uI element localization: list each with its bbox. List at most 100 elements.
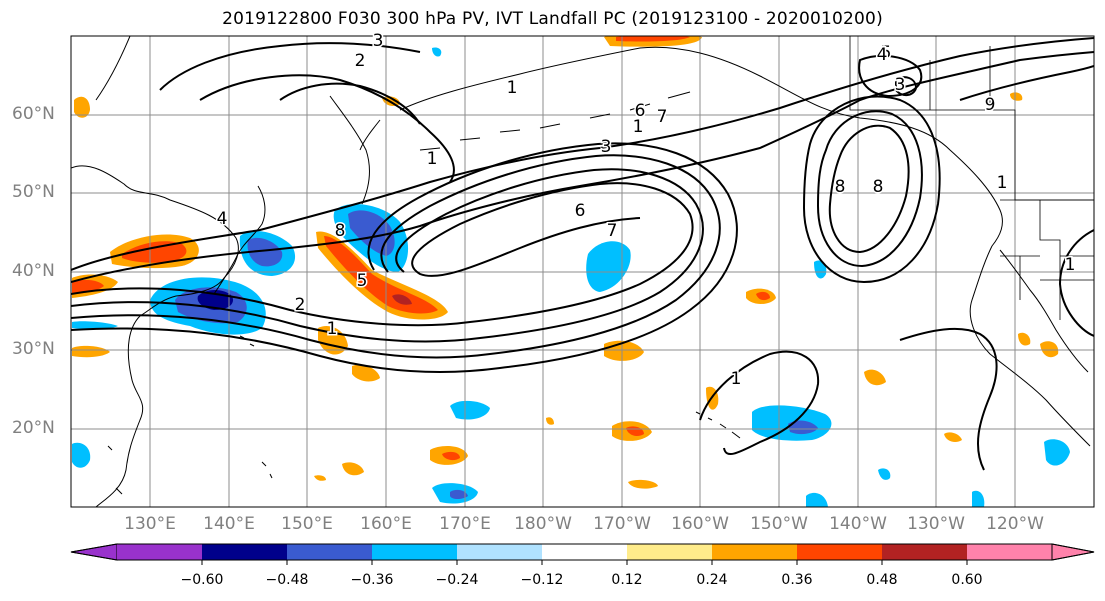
positive-anomaly-region [546, 417, 554, 425]
negative-anomaly-region [814, 260, 827, 279]
positive-anomaly-region [72, 345, 110, 358]
contour-label: 6 [635, 101, 646, 121]
pv-contour [71, 142, 738, 373]
negative-anomaly-region [586, 241, 631, 292]
negative-anomaly-region [72, 321, 118, 330]
negative-anomaly-region [806, 492, 828, 507]
lon-label: 150°W [750, 514, 808, 534]
contour-label: 7 [607, 221, 618, 241]
colorbar-tick-label: −0.60 [180, 572, 224, 588]
colorbar-tick-label: 0.36 [781, 572, 813, 588]
colorbar-tick-label: −0.24 [435, 572, 479, 588]
lon-label: 130°W [907, 514, 965, 534]
positive-anomaly-region [944, 432, 962, 442]
pv-contour [71, 37, 1094, 271]
hawaiian-islands [695, 411, 741, 439]
negative-anomaly-core [247, 237, 283, 267]
kamchatka-coastline [329, 95, 381, 205]
lat-label-40n: 40°N [12, 261, 55, 281]
colorbar-tick-label: −0.36 [350, 572, 394, 588]
lon-label: 180°W [514, 514, 572, 534]
us-state-borders [1000, 200, 1094, 320]
pv-contour [199, 74, 455, 183]
colorbar-bin [967, 544, 1052, 560]
positive-anomaly-peak [392, 294, 412, 305]
graticule [71, 36, 1094, 507]
lon-label: 150°E [281, 514, 333, 534]
colorbar-bin [797, 544, 882, 560]
lat-label-30n: 30°N [12, 339, 55, 359]
contour-label: 4 [217, 209, 228, 229]
colorbar-bin [372, 544, 457, 560]
colorbar-bin [457, 544, 542, 560]
negative-anomaly-region [1044, 439, 1070, 466]
contour-label: 5 [881, 43, 892, 63]
lat-label-20n: 20°N [12, 418, 55, 438]
lon-label: 170°W [593, 514, 651, 534]
colorbar-tick-label: 0.12 [611, 572, 643, 588]
pv-contour [959, 65, 1094, 101]
colorbar-bin [627, 544, 712, 560]
alaska-coastline [399, 46, 1091, 447]
positive-anomaly-region [1010, 92, 1023, 101]
positive-anomaly-region [628, 479, 658, 489]
colorbar-tick-label: −0.48 [265, 572, 309, 588]
pv-contour [1058, 229, 1094, 337]
positive-anomaly-core [442, 451, 460, 461]
contour-label: 8 [335, 221, 346, 241]
contour-label: 1 [327, 319, 338, 339]
plot-title: 2019122800 F030 300 hPa PV, IVT Landfall… [222, 9, 883, 29]
colorbar [70, 543, 1095, 565]
negative-anomaly-region [450, 400, 490, 420]
lon-label: 140°E [203, 514, 255, 534]
japan-coastline [213, 185, 266, 295]
lon-label: 130°E [124, 514, 176, 534]
contour-label: 3 [373, 31, 384, 51]
contour-label: 1 [633, 117, 644, 137]
contour-label: 1 [997, 173, 1008, 193]
positive-anomaly-region [314, 475, 326, 481]
pv-contour [899, 327, 998, 471]
positive-anomaly-core [122, 241, 187, 263]
contour-label: 3 [895, 75, 906, 95]
negative-anomaly-core [788, 420, 818, 435]
pacific-islands [107, 335, 273, 495]
lat-label-50n: 50°N [12, 182, 55, 202]
contour-label: 4 [877, 45, 888, 65]
colorbar-bin [117, 544, 202, 560]
positive-anomaly-core [616, 36, 690, 42]
contour-label: 2 [355, 51, 366, 71]
contour-label: 1 [1065, 255, 1076, 275]
plot-frame [70, 35, 1095, 508]
colorbar-tick-label: −0.12 [520, 572, 564, 588]
positive-anomaly-region [342, 462, 364, 476]
positive-anomaly-core [72, 279, 104, 294]
colorbar-bin [287, 544, 372, 560]
pv-contour [802, 95, 941, 284]
positive-anomaly-region [864, 369, 886, 386]
pv-contour [279, 82, 421, 125]
positive-anomaly-region [352, 364, 380, 382]
pv-contour [828, 124, 910, 254]
pv-contour [159, 42, 421, 91]
contour-label: 6 [575, 201, 586, 221]
colorbar-bin [202, 544, 287, 560]
contour-label: 1 [731, 369, 742, 389]
lon-label: 120°W [986, 514, 1044, 534]
colorbar-tick-label: 0.48 [866, 572, 898, 588]
contour-label: 5 [357, 271, 368, 291]
pv-contour [71, 51, 1094, 283]
contour-label: 9 [985, 95, 996, 115]
contour-label: 8 [873, 177, 884, 197]
pv-contour [816, 110, 923, 268]
negative-anomaly-region [878, 468, 891, 480]
contour-label: 7 [657, 107, 668, 127]
lon-label: 170°E [439, 514, 491, 534]
coastlines [71, 36, 1091, 507]
positive-anomaly-region [1018, 332, 1031, 346]
us-mexico-coast [999, 249, 1089, 373]
aleutian-islands [419, 91, 691, 151]
contour-label: 3 [601, 137, 612, 157]
negative-anomaly-region [432, 47, 442, 57]
